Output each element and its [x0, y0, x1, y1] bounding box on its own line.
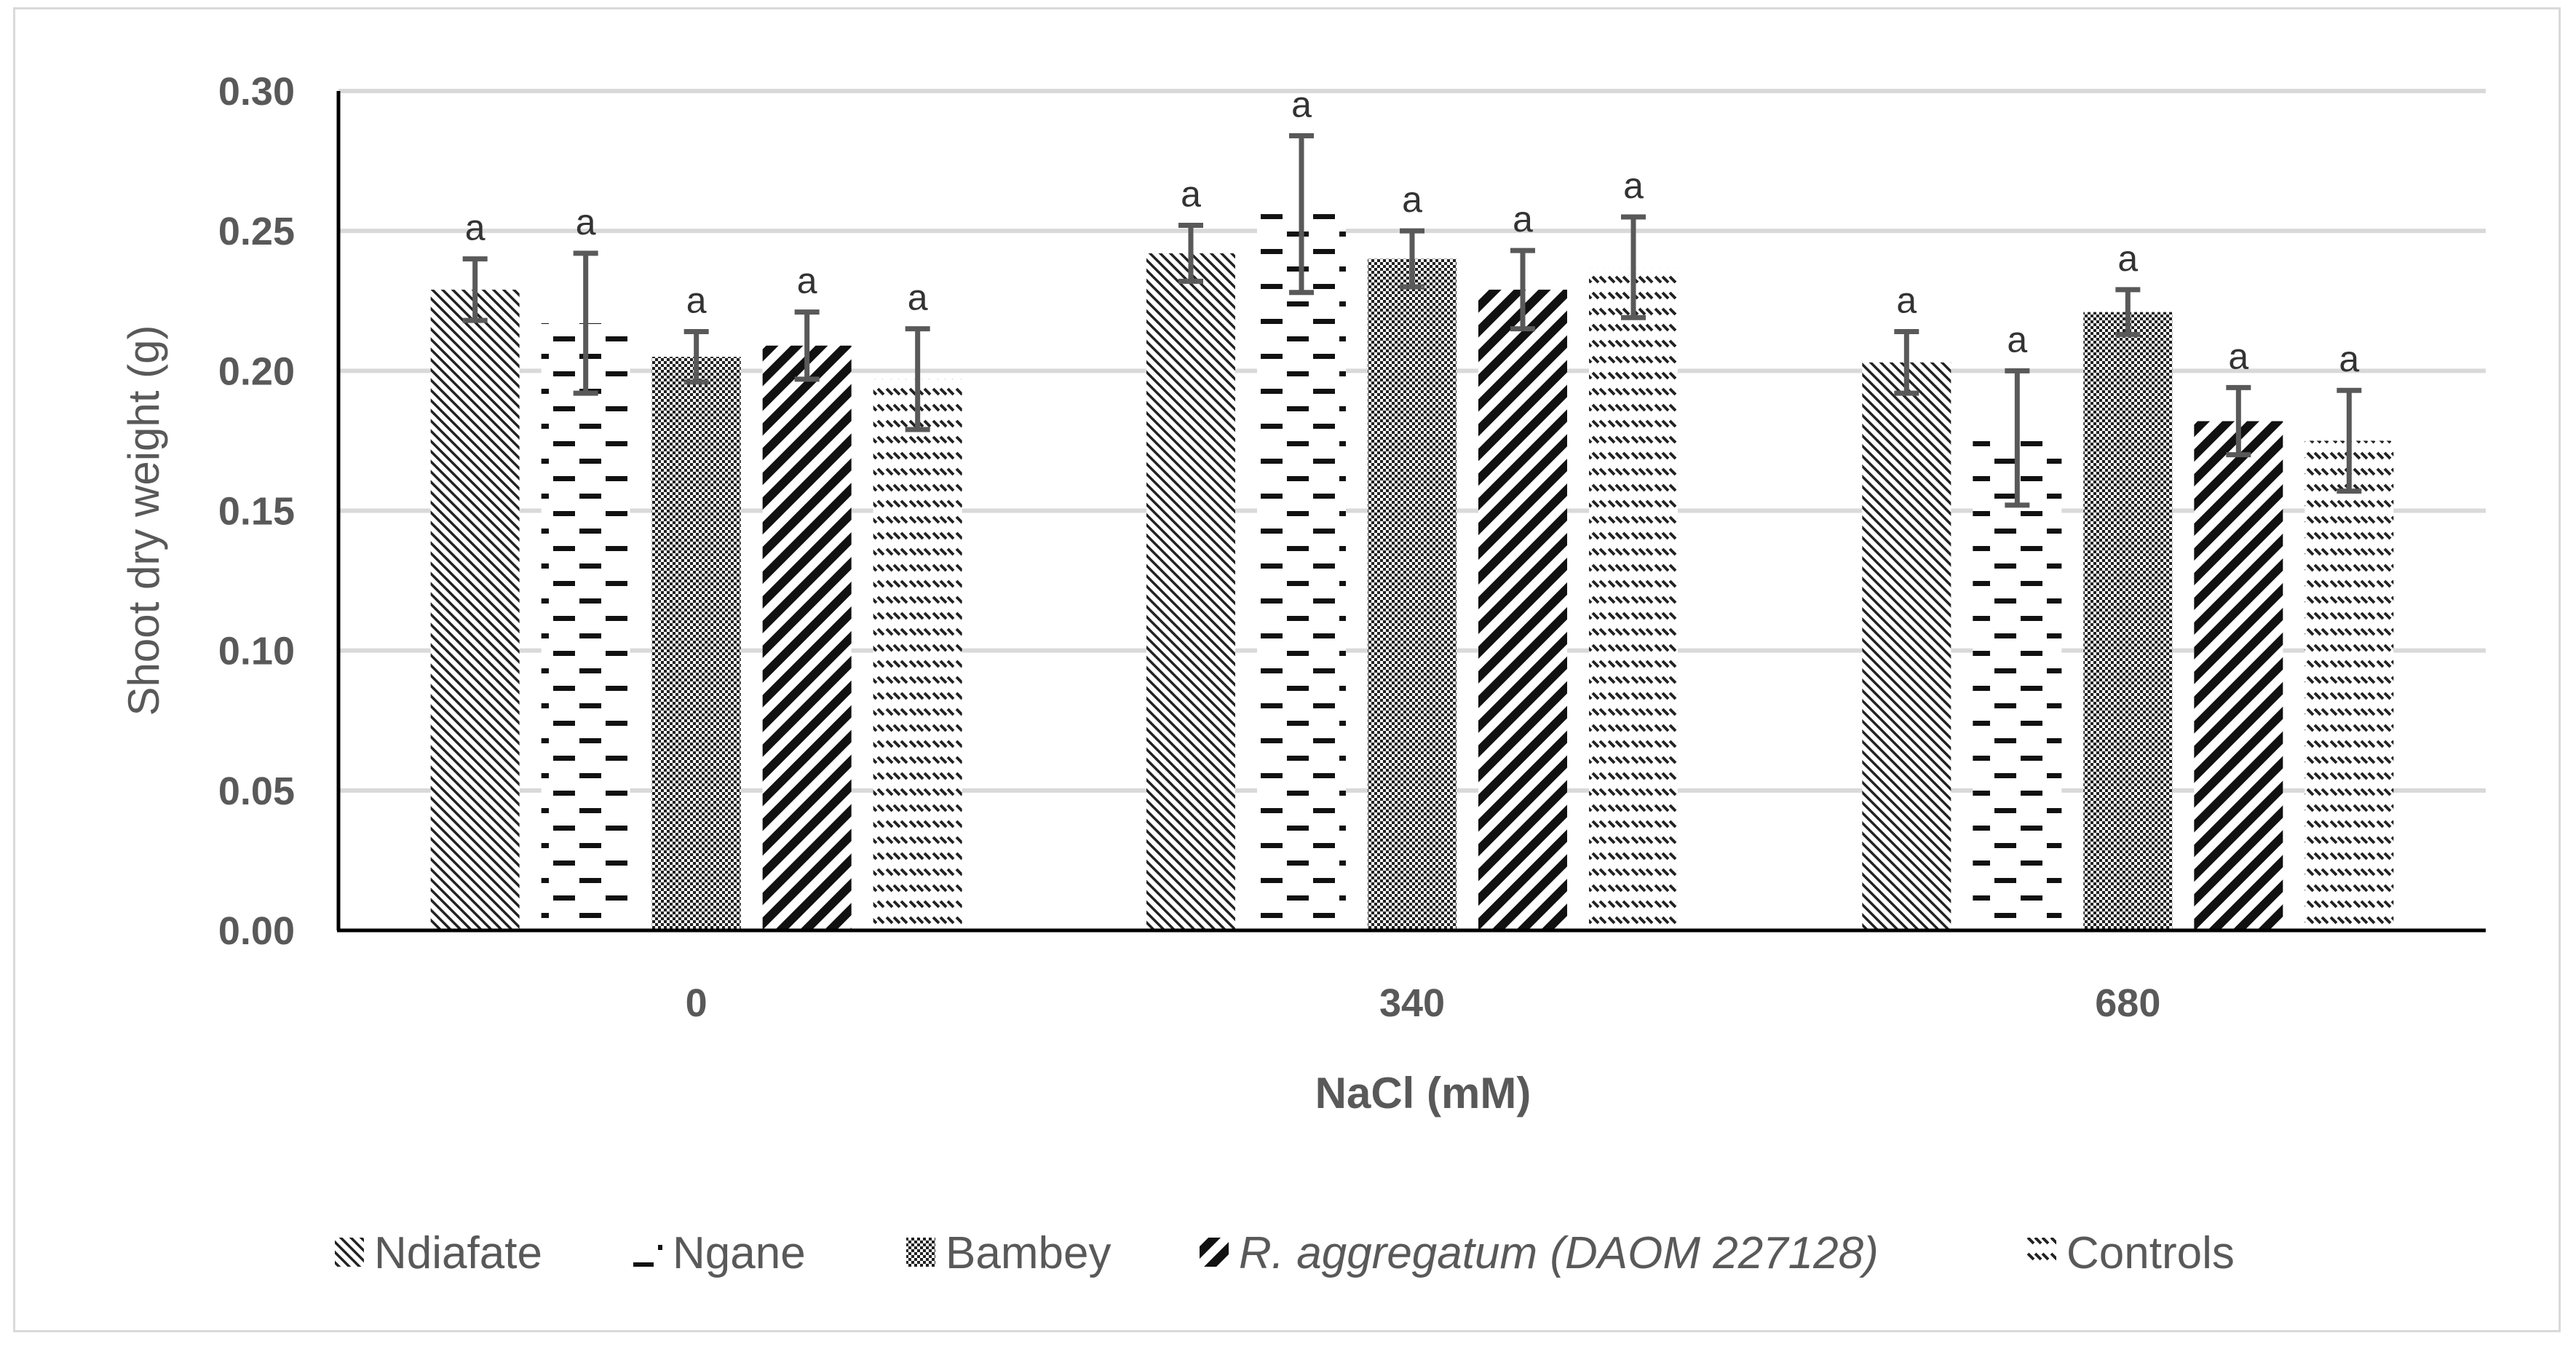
legend-label: Bambey [946, 1228, 1111, 1278]
significance-label: a [2117, 238, 2138, 279]
x-tick-label: 680 [2095, 981, 2160, 1025]
significance-label: a [2339, 339, 2359, 379]
y-tick-label: 0.10 [218, 630, 295, 673]
y-tick-label: 0.05 [218, 769, 295, 813]
significance-label: a [465, 207, 486, 248]
axes [336, 91, 2486, 933]
bar-dash-diag-340 [1589, 267, 1678, 930]
bar-diag-thick-340 [1478, 289, 1567, 930]
legend-swatch-diag-thick [1200, 1238, 1229, 1267]
bar-checker-340 [1368, 258, 1457, 931]
y-tick-label: 0.20 [218, 349, 295, 393]
y-axis-title: Shoot dry weight (g) [119, 325, 168, 716]
y-tick-label: 0.25 [218, 210, 295, 253]
bar-dashes-680 [1973, 438, 2062, 930]
bar-dashes-0 [541, 323, 630, 930]
significance-label: a [908, 277, 928, 318]
significance-label: a [1896, 280, 1917, 321]
bar-diag-thin-680 [1862, 362, 1951, 930]
legend-label: Ndiafate [374, 1228, 542, 1278]
y-tick-label: 0.00 [218, 909, 295, 953]
legend-swatch-diag-thin [335, 1238, 364, 1267]
significance-label: a [797, 261, 817, 301]
error-bars [462, 132, 2362, 508]
legend-swatch-dash-diag [2027, 1238, 2056, 1267]
bar-checker-0 [651, 357, 741, 930]
bar-diag-thick-680 [2194, 421, 2283, 930]
significance-label: a [686, 280, 707, 321]
bar-dashes-340 [1257, 214, 1346, 930]
significance-label: a [1402, 179, 1422, 220]
significance-label: a [576, 202, 596, 242]
legend-swatch-checker [906, 1238, 935, 1267]
bar-diag-thick-0 [762, 345, 852, 930]
bar-dash-diag-0 [873, 379, 962, 930]
significance-label: a [1291, 84, 1312, 124]
labels: 0.00 0.05 0.10 0.15 0.20 0.25 0.30 a a a a a 0 a a a a a 3… [119, 70, 2359, 1117]
bar-diag-thin-340 [1146, 253, 1235, 930]
significance-label: a [2228, 336, 2248, 376]
y-tick-label: 0.30 [218, 70, 295, 114]
x-axis-title: NaCl (mM) [1315, 1069, 1531, 1117]
legend: Ndiafate Ngane Bambey R. aggregatum (DAOM 2… [335, 1228, 2235, 1278]
significance-label: a [1181, 173, 1201, 214]
significance-label: a [1513, 199, 1533, 240]
legend-swatch-dashes [633, 1238, 662, 1267]
bar-checker-680 [2083, 312, 2173, 931]
significance-label: a [2007, 319, 2027, 360]
significance-label: a [1623, 165, 1644, 206]
bar-diag-thin-0 [430, 289, 520, 930]
x-tick-label: 340 [1379, 981, 1445, 1025]
bar-dash-diag-680 [2304, 440, 2394, 930]
bars [430, 214, 2394, 931]
legend-label: Controls [2066, 1228, 2235, 1278]
legend-label: Ngane [673, 1228, 806, 1278]
x-tick-label: 0 [686, 981, 708, 1025]
y-tick-label: 0.15 [218, 490, 295, 534]
legend-label: R. aggregatum (DAOM 227128) [1239, 1228, 1879, 1278]
